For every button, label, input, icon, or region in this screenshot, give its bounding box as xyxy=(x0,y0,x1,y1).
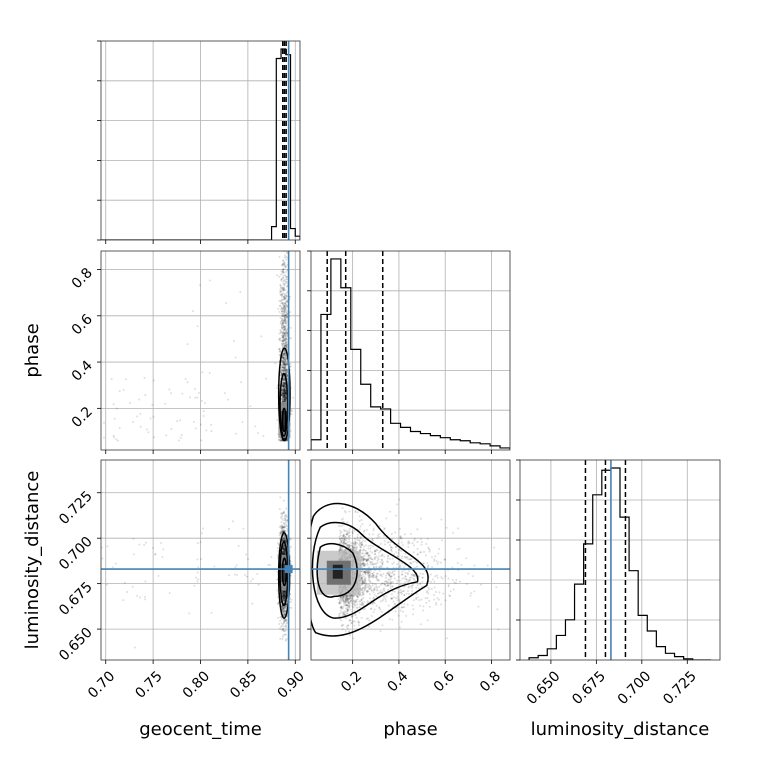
histogram-luminosity_distance-steps xyxy=(528,467,711,660)
x-tick-label-phase-0: 0.2 xyxy=(338,668,365,695)
scatter-geocent_time-vs-luminosity_distance-contour-1 xyxy=(279,541,289,607)
histogram-phase-plot xyxy=(311,251,510,450)
y-tick-label-luminosity_distance-2: 0.700 xyxy=(56,534,96,574)
scatter-geocent_time-vs-luminosity_distance-plot xyxy=(101,460,300,660)
y-tick-label-phase-3: 0.8 xyxy=(69,265,96,292)
y-axis-label-luminosity_distance: luminosity_distance xyxy=(22,471,43,650)
scatter-geocent_time-vs-phase-contour-1 xyxy=(279,372,289,437)
histogram-luminosity_distance-plot xyxy=(520,460,720,660)
histogram-geocent_time-plot xyxy=(101,41,300,240)
x-tick-label-luminosity_distance-1: 0.675 xyxy=(569,668,609,708)
scatter-phase-vs-luminosity_distance-contour-1 xyxy=(311,521,419,619)
scatter-geocent_time-vs-phase-contour-0 xyxy=(281,407,287,433)
x-axis-label-phase: phase xyxy=(383,719,437,740)
y-tick-label-phase-1: 0.4 xyxy=(69,358,96,385)
truth-marker-scatter-geocent_time-vs-luminosity_distance xyxy=(284,565,293,574)
histogram-luminosity_distance-border xyxy=(519,459,721,661)
scatter-phase-vs-luminosity_distance-density-core xyxy=(332,564,343,579)
y-tick-label-phase-0: 0.2 xyxy=(69,404,96,431)
x-tick-label-geocent_time-0: 0.70 xyxy=(85,668,118,701)
x-tick-label-geocent_time-3: 0.85 xyxy=(227,668,260,701)
y-axis-label-phase: phase xyxy=(22,323,43,377)
scatter-geocent_time-vs-phase-plot xyxy=(101,251,300,450)
x-tick-label-luminosity_distance-2: 0.700 xyxy=(615,668,655,708)
y-tick-label-luminosity_distance-3: 0.725 xyxy=(56,488,96,528)
histogram-phase-border xyxy=(310,250,511,451)
scatter-phase-vs-luminosity_distance-plot xyxy=(311,460,510,660)
scatter-phase-vs-luminosity_distance-contour-2 xyxy=(311,502,429,637)
scatter-geocent_time-vs-luminosity_distance-contour-2 xyxy=(277,531,291,619)
x-tick-label-luminosity_distance-3: 0.725 xyxy=(660,668,700,708)
x-tick-label-geocent_time-2: 0.80 xyxy=(180,668,213,701)
x-axis-label-geocent_time: geocent_time xyxy=(139,719,262,740)
scatter-phase-vs-luminosity_distance-border xyxy=(310,459,511,661)
x-tick-label-phase-3: 0.8 xyxy=(477,668,504,695)
scatter-geocent_time-vs-luminosity_distance-density-core xyxy=(281,563,288,582)
y-tick-label-luminosity_distance-1: 0.675 xyxy=(56,579,96,619)
histogram-phase-steps xyxy=(311,258,510,450)
scatter-phase-vs-luminosity_distance-contour-0 xyxy=(316,542,358,598)
x-axis-label-luminosity_distance: luminosity_distance xyxy=(531,719,710,740)
x-tick-label-phase-1: 0.4 xyxy=(384,668,411,695)
x-tick-label-phase-2: 0.6 xyxy=(431,668,458,695)
y-tick-label-luminosity_distance-0: 0.650 xyxy=(56,625,96,665)
histogram-geocent_time-steps xyxy=(101,48,300,240)
scatter-geocent_time-vs-phase-contour-2 xyxy=(277,347,291,442)
x-tick-label-geocent_time-4: 0.90 xyxy=(275,668,308,701)
scatter-geocent_time-vs-phase-density-core xyxy=(281,410,288,429)
y-tick-label-phase-2: 0.6 xyxy=(69,311,96,338)
histogram-phase-background xyxy=(311,251,510,450)
x-tick-label-geocent_time-1: 0.75 xyxy=(132,668,165,701)
x-tick-label-luminosity_distance-0: 0.650 xyxy=(524,668,564,708)
